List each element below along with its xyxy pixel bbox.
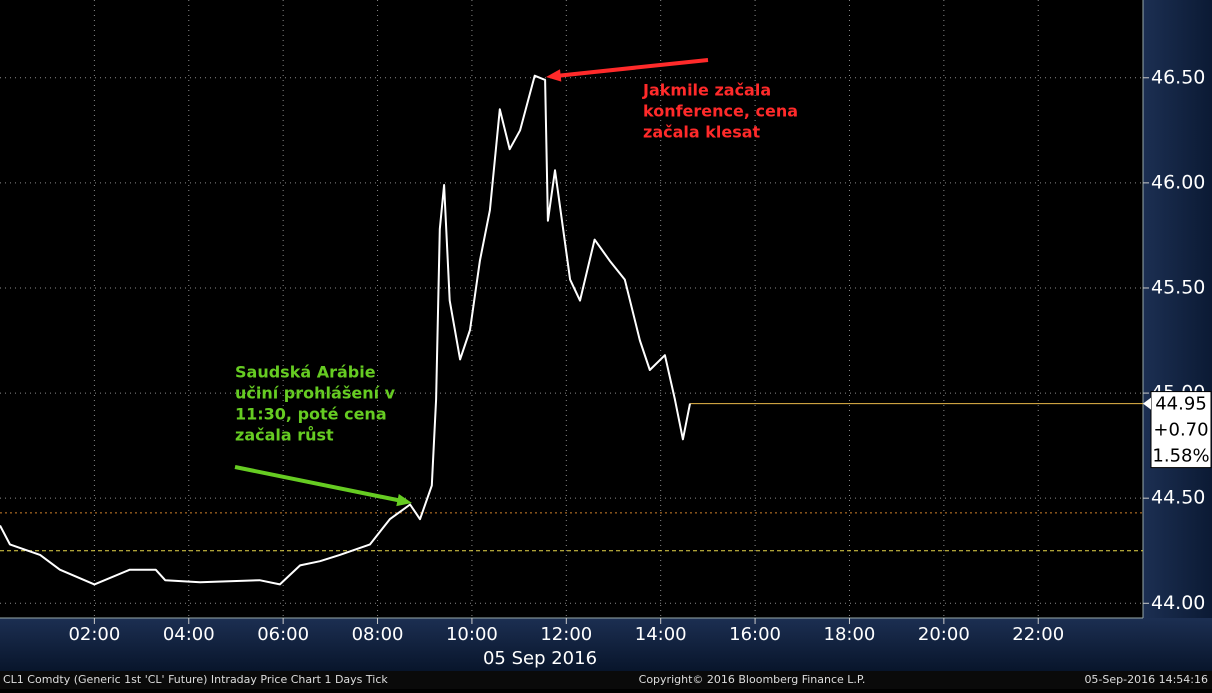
- footer-center: Copyright© 2016 Bloomberg Finance L.P.: [639, 673, 866, 686]
- price-box-label: 44.95: [1155, 394, 1207, 415]
- y-axis-panel: [1143, 0, 1212, 618]
- footer-right: 05-Sep-2016 14:54:16: [1084, 673, 1208, 686]
- price-line: [0, 74, 691, 586]
- y-tick-label: 45.50: [1151, 276, 1205, 298]
- x-tick-label: 14:00: [635, 624, 687, 645]
- annotation-text: začala růst: [235, 426, 334, 445]
- price-box: [1150, 391, 1212, 469]
- x-tick-label: 10:00: [446, 624, 498, 645]
- annotation-arrowhead: [546, 69, 562, 82]
- annotation-arrowhead: [396, 493, 412, 507]
- date-label: 05 Sep 2016: [483, 648, 597, 669]
- x-tick-label: 18:00: [824, 624, 876, 645]
- x-tick-label: 08:00: [352, 624, 404, 645]
- x-tick-label: 20:00: [918, 624, 970, 645]
- annotation-text: Saudská Arábie: [235, 363, 376, 382]
- annotation-text: učiní prohlášení v: [235, 384, 396, 403]
- y-tick-label: 46.50: [1151, 66, 1205, 88]
- x-tick-label: 04:00: [163, 624, 215, 645]
- price-box-label: 1.58%: [1152, 446, 1209, 467]
- y-tick-label: 44.50: [1151, 487, 1205, 509]
- annotation-text: Jakmile začala: [642, 81, 771, 100]
- annotation-arrow: [555, 58, 709, 78]
- annotation-text: začala klesat: [643, 123, 761, 142]
- annotation-arrow: [234, 465, 403, 503]
- footer-left: CL1 Comdty (Generic 1st 'CL' Future) Int…: [3, 673, 388, 686]
- x-tick-label: 02:00: [68, 624, 120, 645]
- x-tick-label: 22:00: [1012, 624, 1064, 645]
- price-box-pointer: [1143, 397, 1151, 410]
- x-tick-label: 16:00: [729, 624, 781, 645]
- x-axis-panel: [0, 618, 1212, 671]
- footer-bar: [0, 671, 1212, 689]
- annotation-text: konference, cena: [643, 102, 798, 121]
- annotation-text: 11:30, poté cena: [235, 405, 387, 424]
- x-tick-label: 12:00: [540, 624, 592, 645]
- x-tick-label: 06:00: [257, 624, 309, 645]
- y-tick-label: 44.00: [1151, 592, 1205, 614]
- y-tick-label: 46.00: [1151, 171, 1205, 193]
- plot-area: [0, 0, 1143, 618]
- price-box-label: +0.70: [1153, 420, 1208, 441]
